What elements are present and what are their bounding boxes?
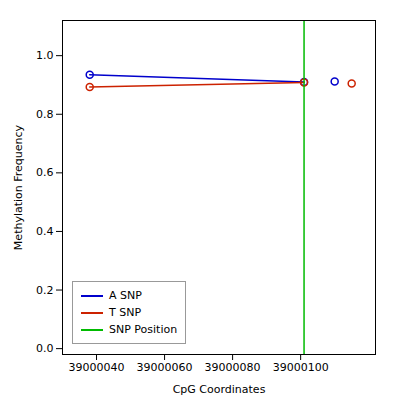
- svg-text:39000040: 39000040: [69, 361, 125, 374]
- svg-text:0.8: 0.8: [36, 108, 54, 121]
- svg-text:39000080: 39000080: [205, 361, 261, 374]
- html-text:SNP Position: SNP Position: [109, 323, 178, 336]
- html-text:T SNP: T SNP: [109, 306, 142, 319]
- html-text:A SNP: A SNP: [109, 289, 142, 302]
- svg-text:1.0: 1.0: [36, 49, 54, 62]
- svg-text:Methylation Frequency: Methylation Frequency: [12, 124, 25, 250]
- svg-text:39000100: 39000100: [273, 361, 329, 374]
- svg-text:0.4: 0.4: [36, 225, 54, 238]
- svg-text:39000060: 39000060: [137, 361, 193, 374]
- svg-text:0.2: 0.2: [36, 284, 54, 297]
- svg-text:0.0: 0.0: [36, 342, 54, 355]
- svg-text:0.6: 0.6: [36, 166, 54, 179]
- svg-text:CpG Coordinates: CpG Coordinates: [173, 383, 266, 396]
